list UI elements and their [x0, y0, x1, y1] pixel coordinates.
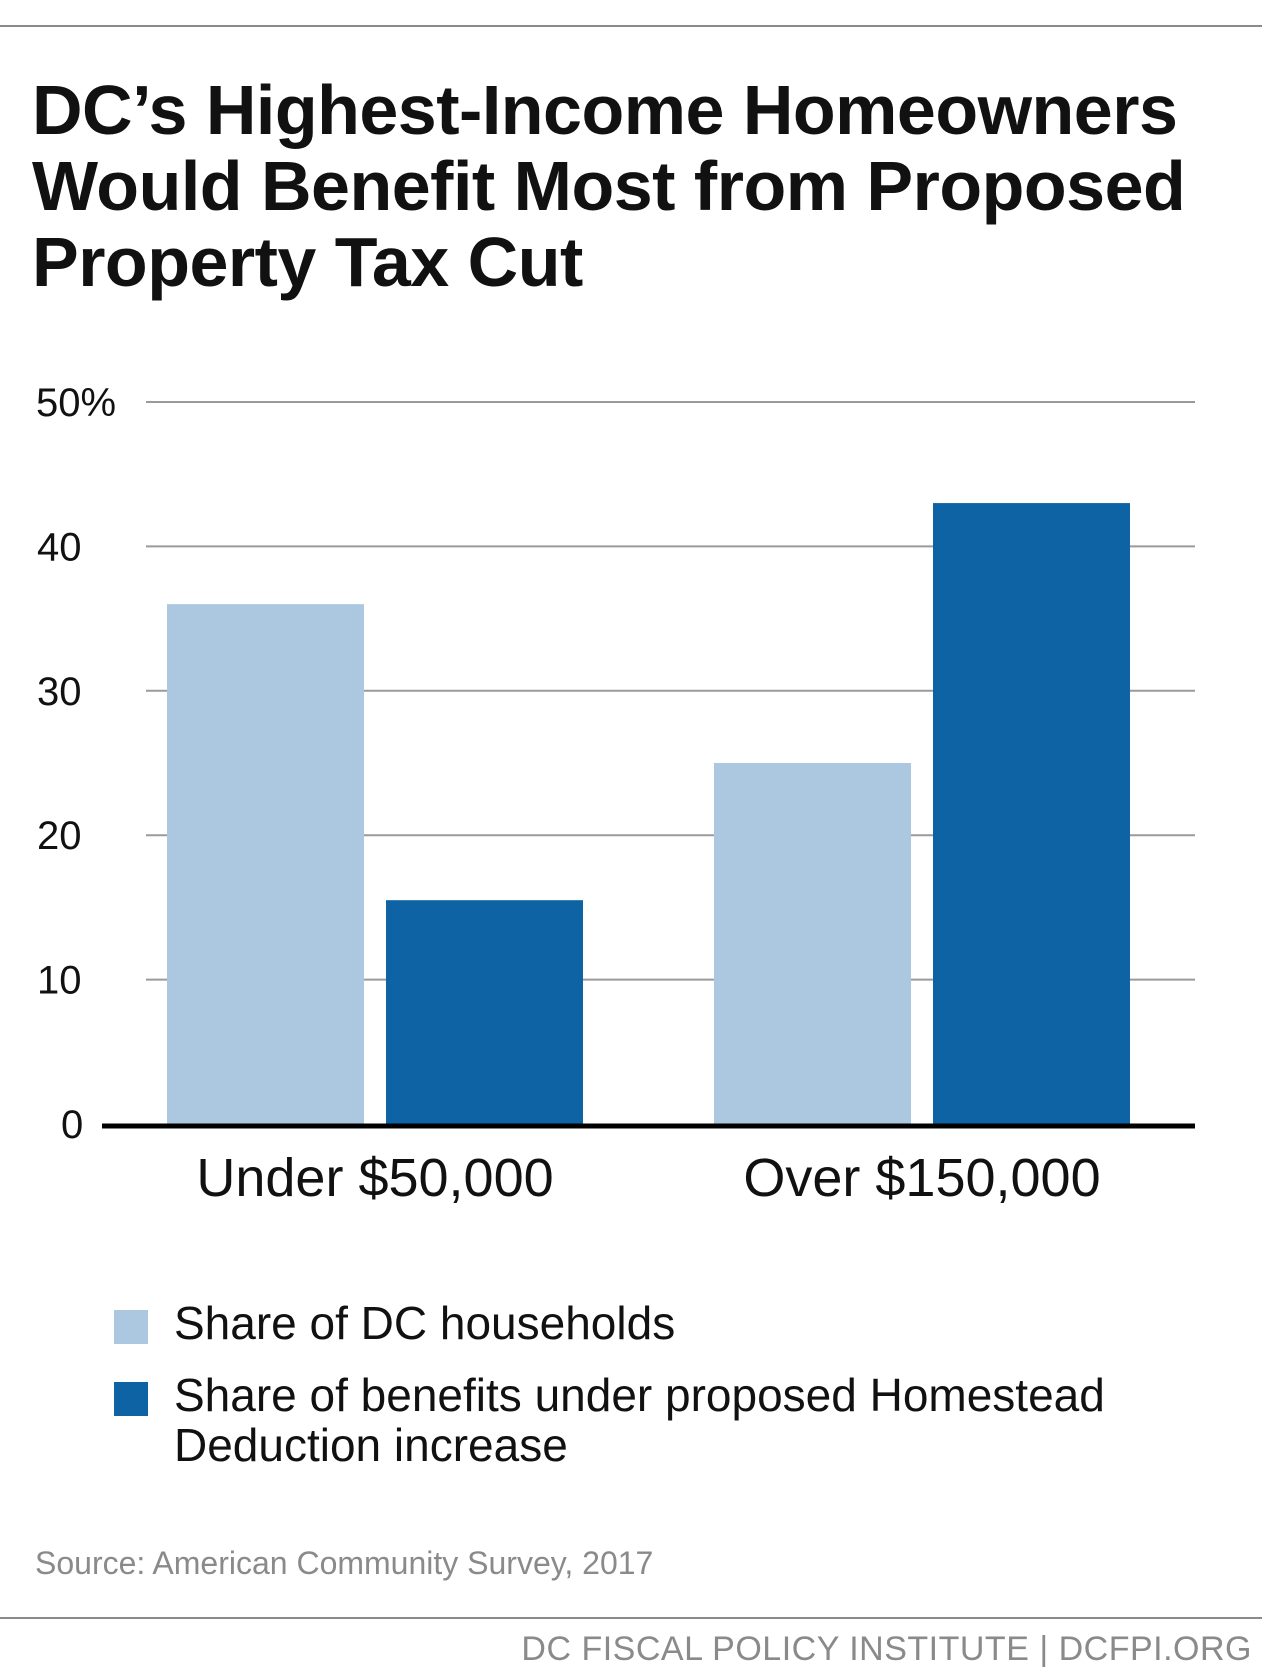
y-tick-label-50: 50% — [36, 381, 116, 425]
y-tick-label-20: 20 — [37, 814, 82, 858]
top-divider — [0, 25, 1262, 27]
x-category-label-over-150k: Over $150,000 — [743, 1148, 1100, 1208]
bar-chart: 0 10 20 30 40 50% Under $50,000 Over $150,000 — [36, 381, 1195, 1208]
y-tick-label-30: 30 — [37, 670, 82, 714]
legend: Share of DC households Share of benefits… — [114, 1298, 1214, 1492]
y-tick-label-40: 40 — [37, 525, 82, 569]
bar-households-over-150k — [714, 763, 911, 1124]
x-category-label-under-50k: Under $50,000 — [196, 1148, 553, 1208]
legend-swatch-benefits — [114, 1382, 148, 1416]
bars — [167, 503, 1130, 1125]
legend-label-benefits: Share of benefits under proposed Homeste… — [174, 1369, 1105, 1471]
y-tick-label-10: 10 — [37, 959, 82, 1003]
axes: 0 10 20 30 40 50% Under $50,000 Over $150,000 — [36, 381, 1195, 1208]
bar-benefits-over-150k — [933, 503, 1130, 1125]
bottom-divider — [0, 1617, 1262, 1619]
legend-item-households: Share of DC households — [114, 1298, 1214, 1348]
y-tick-label-0: 0 — [61, 1103, 83, 1147]
chart-title: DC’s Highest-Income Homeowners Would Ben… — [32, 71, 1186, 301]
bar-households-under-50k — [167, 604, 364, 1124]
legend-label-households: Share of DC households — [174, 1297, 676, 1349]
footer-credit: DC FISCAL POLICY INSTITUTE | DCFPI.ORG — [521, 1630, 1252, 1668]
legend-swatch-households — [114, 1310, 148, 1344]
bar-benefits-under-50k — [386, 900, 583, 1124]
source-note: Source: American Community Survey, 2017 — [35, 1545, 654, 1581]
legend-item-benefits: Share of benefits under proposed Homeste… — [114, 1370, 1214, 1470]
